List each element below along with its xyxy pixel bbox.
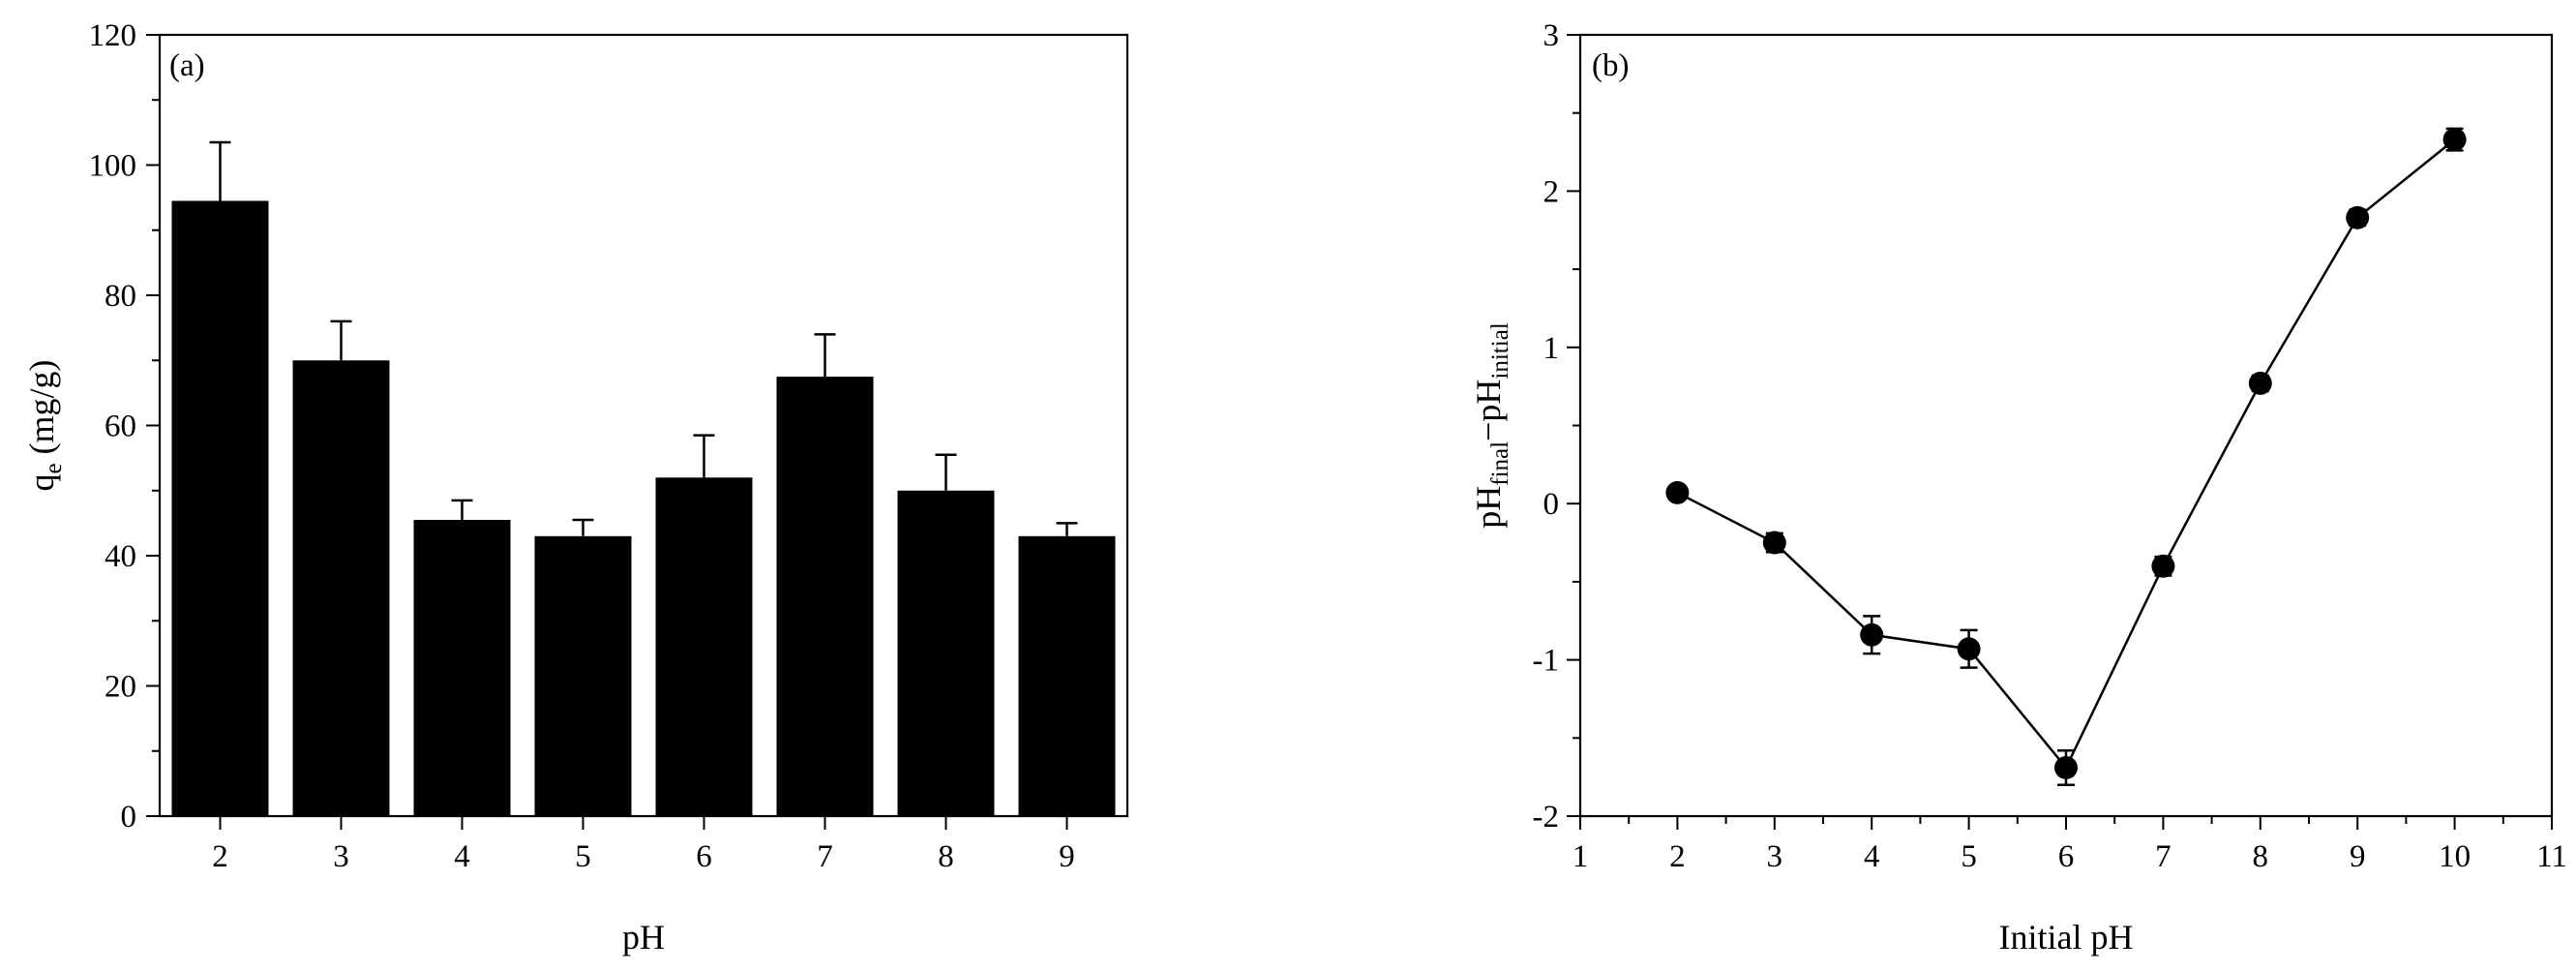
y-tick-label: 120 <box>89 18 137 53</box>
bar <box>413 520 511 816</box>
x-tick-label: 8 <box>2253 839 2269 874</box>
error-bars <box>1668 127 2464 786</box>
x-tick-label: 3 <box>333 839 349 874</box>
y-axis-title-main: q <box>22 474 61 492</box>
plot-frame <box>1578 33 2554 818</box>
bar-chart-panel: (a) 2 3 4 5 6 7 8 9 0 20 40 60 80 100 120 pH qe (mg/g… <box>22 18 1129 957</box>
x-tick-label: 6 <box>696 839 712 874</box>
x-tick-label: 5 <box>1961 839 1977 874</box>
bar <box>1018 535 1116 816</box>
data-point <box>1957 637 1981 661</box>
y-tick-label: 3 <box>1543 18 1560 53</box>
x-tick-label: 3 <box>1767 839 1783 874</box>
x-axis-ticks: 2 3 4 5 6 7 8 9 <box>212 816 1075 874</box>
y-axis-title-part1-subscript: final <box>1487 441 1513 486</box>
data-points <box>1665 128 2467 779</box>
y-axis-title: qe (mg/g) <box>22 359 67 491</box>
y-axis-ticks: 0 20 40 60 80 100 120 <box>89 18 160 835</box>
error-bars <box>209 140 1078 536</box>
y-axis-title: pHfinal−pHinitial <box>1469 322 1513 529</box>
bar <box>776 377 874 816</box>
y-axis-ticks: -2 -1 0 1 2 3 <box>1533 18 1580 835</box>
y-tick-label: -1 <box>1533 644 1560 679</box>
y-tick-label: 1 <box>1543 331 1560 366</box>
y-axis-title-part2-subscript: initial <box>1487 322 1513 379</box>
y-tick-label: 0 <box>121 800 137 835</box>
x-tick-label: 4 <box>1864 839 1880 874</box>
y-axis-title-part1: pH <box>1469 486 1508 529</box>
axes <box>1578 33 2554 818</box>
bar <box>897 490 995 816</box>
x-tick-label: 2 <box>1669 839 1686 874</box>
data-point <box>2248 371 2272 395</box>
bar <box>171 200 269 817</box>
y-axis-title-part2: −pH <box>1469 380 1508 441</box>
data-point <box>2442 128 2467 152</box>
x-tick-label: 10 <box>2439 839 2471 874</box>
y-tick-label: -2 <box>1533 800 1560 835</box>
line-chart-panel: (b) 1 2 3 4 5 6 7 8 9 10 11 -2 -1 0 1 2 3 Initial pH pH… <box>1469 18 2567 957</box>
panel-label-a: (a) <box>169 48 205 83</box>
y-tick-label: 100 <box>89 149 137 184</box>
x-axis-title: Initial pH <box>1999 918 2134 957</box>
y-axis-title-units: (mg/g) <box>22 359 61 463</box>
bar <box>292 360 390 816</box>
bar <box>534 535 632 816</box>
x-tick-label: 4 <box>454 839 470 874</box>
y-tick-label: 0 <box>1543 487 1560 522</box>
x-tick-label: 9 <box>1059 839 1075 874</box>
data-point <box>1860 623 1884 647</box>
y-tick-label: 80 <box>105 279 136 314</box>
x-axis-ticks: 1 2 3 4 5 6 7 8 9 10 11 <box>1573 816 2567 874</box>
y-tick-label: 60 <box>105 410 136 444</box>
series-line <box>1676 138 2456 771</box>
x-axis-title: pH <box>622 918 665 957</box>
x-tick-label: 7 <box>2155 839 2172 874</box>
x-tick-label: 5 <box>575 839 591 874</box>
data-point <box>2054 755 2078 779</box>
bar <box>655 477 753 816</box>
data-point <box>1762 531 1786 555</box>
x-tick-label: 9 <box>2350 839 2366 874</box>
bars <box>171 200 1116 817</box>
data-point <box>2346 205 2370 229</box>
y-tick-label: 20 <box>105 670 136 705</box>
data-point <box>1665 480 1690 504</box>
y-tick-label: 2 <box>1543 174 1560 209</box>
x-tick-label: 11 <box>2536 839 2567 874</box>
x-tick-label: 8 <box>938 839 954 874</box>
y-axis-title-subscript: e <box>41 463 67 473</box>
x-tick-label: 6 <box>2058 839 2075 874</box>
data-point <box>2151 554 2175 578</box>
panel-label-b: (b) <box>1592 48 1629 83</box>
x-tick-label: 1 <box>1573 839 1589 874</box>
y-tick-label: 40 <box>105 539 136 574</box>
x-tick-label: 7 <box>817 839 833 874</box>
x-tick-label: 2 <box>212 839 228 874</box>
